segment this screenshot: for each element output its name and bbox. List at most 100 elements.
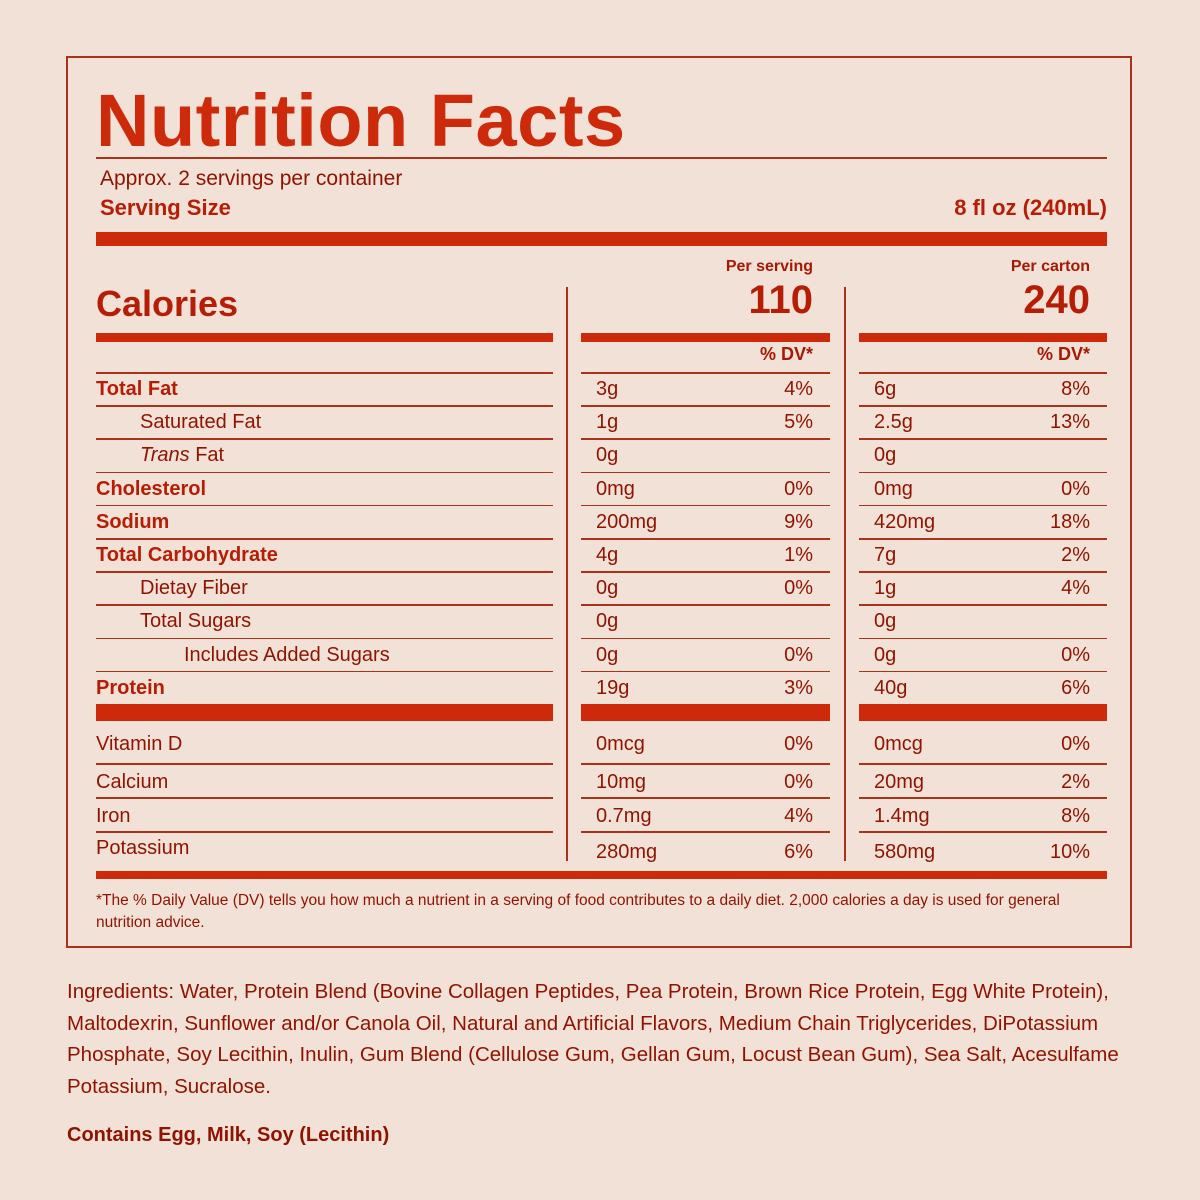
nutrient-row: Total Carbohydrate 4g 1% 7g 2%: [0, 539, 1200, 572]
serving-amount: 0mcg: [596, 733, 645, 755]
carton-amount: 1g: [874, 577, 897, 600]
ingredients-list: Ingredients: Water, Protein Blend (Bovin…: [67, 980, 1119, 1098]
carton-amount: 580mg: [874, 841, 936, 863]
nutrient-label: Total Carbohydrate: [96, 544, 278, 566]
vitamin-label: Potassium: [96, 837, 190, 859]
row-divider: [96, 831, 553, 833]
nutrient-row: Total Fat 3g 4% 6g 8%: [0, 373, 1200, 406]
row-divider: [859, 438, 1107, 440]
nutrient-row: Dietay Fiber 0g 0% 1g 4%: [0, 572, 1200, 605]
nutrient-label: Saturated Fat: [140, 411, 262, 434]
serving-amount: 10mg: [596, 771, 647, 793]
dv-header-carton: % DV*: [1036, 344, 1090, 364]
serving-dv: 1%: [784, 544, 813, 566]
row-divider: [96, 538, 553, 540]
dv-header-serving: % DV*: [759, 344, 813, 364]
nutrient-label: Sodium: [96, 510, 170, 533]
serving-dv: 0%: [784, 733, 813, 755]
dv-footnote: *The % Daily Value (DV) tells you how mu…: [96, 892, 1060, 931]
serving-amount: 19g: [596, 676, 630, 699]
row-divider: [96, 670, 553, 673]
serving-amount: 0g: [596, 643, 619, 666]
row-divider: [581, 471, 830, 474]
carton-dv: 0%: [1061, 733, 1090, 755]
serving-dv: 0%: [784, 577, 813, 600]
vitamin-label: Calcium: [96, 771, 169, 793]
nutrient-label: Total Fat: [96, 378, 178, 400]
vitamin-label: Iron: [96, 805, 131, 827]
carton-amount: 2.5g: [874, 411, 913, 434]
carton-amount: 1.4mg: [874, 805, 930, 827]
thick-divider-vitamins-carton: [859, 704, 1107, 721]
row-divider: [581, 538, 830, 540]
per-serving-calories: 110: [748, 278, 813, 322]
carton-amount: 0mg: [874, 477, 913, 500]
nutrient-row: Trans Fat 0g 0g: [0, 439, 1200, 472]
serving-dv: 0%: [784, 643, 813, 666]
per-carton-calories: 240: [1023, 278, 1090, 322]
serving-amount: 3g: [596, 378, 619, 400]
column-divider-left: [566, 287, 568, 861]
nutrient-row: Total Sugars 0g 0g: [0, 605, 1200, 638]
serving-dv: 5%: [784, 411, 813, 434]
servings-per-container: Approx. 2 servings per container: [100, 167, 403, 190]
carton-dv: 4%: [1061, 577, 1090, 600]
row-divider: [859, 831, 1107, 833]
carton-amount: 420mg: [874, 510, 936, 533]
row-divider: [581, 504, 830, 507]
nutrient-row: Saturated Fat 1g 5% 2.5g 13%: [0, 406, 1200, 439]
vitamin-row: Potassium 280mg 6% 580mg 10%: [0, 832, 1200, 865]
nutrient-label: Includes Added Sugars: [184, 643, 390, 666]
row-divider: [859, 405, 1107, 407]
row-divider: [581, 831, 830, 833]
row-divider: [581, 571, 830, 573]
label-title: Nutrition Facts: [96, 79, 626, 162]
calories-bar-label: [96, 333, 553, 342]
carton-dv: 13%: [1049, 411, 1090, 434]
serving-size-label: Serving Size: [100, 195, 231, 220]
calories-bar-serving: [581, 333, 830, 342]
serving-dv: 3%: [784, 676, 813, 699]
carton-amount: 20mg: [874, 771, 925, 793]
row-divider: [859, 797, 1107, 799]
serving-dv: 4%: [784, 805, 813, 827]
column-divider-right: [844, 287, 846, 861]
serving-dv: 0%: [784, 771, 813, 793]
row-divider: [581, 438, 830, 440]
calories-bar-carton: [859, 333, 1107, 342]
row-divider: [859, 538, 1107, 540]
serving-dv: 6%: [784, 841, 813, 863]
row-divider: [859, 372, 1107, 374]
row-divider: [859, 471, 1107, 474]
row-divider: [859, 571, 1107, 573]
carton-dv: 2%: [1061, 771, 1090, 793]
carton-dv: 8%: [1061, 378, 1090, 400]
carton-dv: 0%: [1061, 477, 1090, 500]
carton-dv: 8%: [1061, 805, 1090, 827]
nutrient-label: Trans Fat: [140, 444, 225, 467]
row-divider: [96, 571, 553, 573]
per-carton-header: Per carton: [1010, 258, 1090, 275]
serving-amount: 0g: [596, 444, 619, 467]
row-divider: [581, 797, 830, 799]
serving-amount: 0g: [596, 577, 619, 600]
title-divider: [96, 157, 1107, 159]
nutrient-label-italic: Trans: [140, 444, 190, 467]
row-divider: [581, 763, 830, 765]
thick-divider-vitamins-label: [96, 704, 553, 721]
calories-label: Calories: [96, 283, 239, 324]
row-divider: [96, 797, 553, 799]
serving-amount: 1g: [596, 411, 619, 434]
row-divider: [581, 405, 830, 407]
vitamin-label: Vitamin D: [96, 733, 183, 755]
serving-amount: 0mg: [596, 477, 635, 500]
vitamin-row: Iron 0.7mg 4% 1.4mg 8%: [0, 800, 1200, 833]
carton-amount: 7g: [874, 544, 897, 566]
row-divider: [96, 504, 553, 507]
carton-amount: 6g: [874, 378, 897, 400]
carton-amount: 0g: [874, 444, 897, 467]
vitamin-row: Vitamin D 0mcg 0% 0mcg 0%: [0, 728, 1200, 761]
row-divider: [96, 763, 553, 765]
serving-amount: 0.7mg: [596, 805, 652, 827]
thick-divider-top: [96, 232, 1107, 246]
